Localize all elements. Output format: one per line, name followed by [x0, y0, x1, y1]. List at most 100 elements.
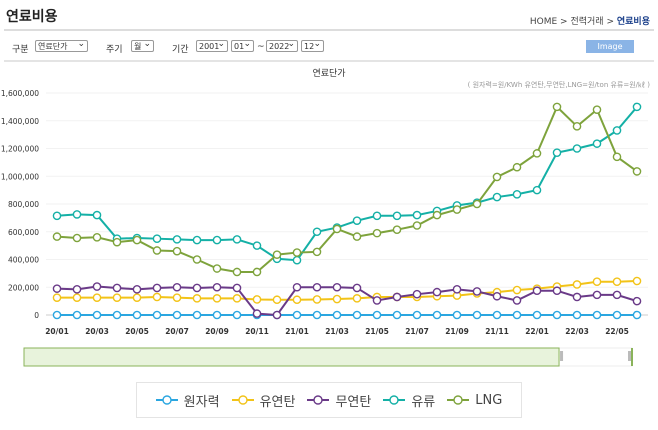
- navigator-handle-left[interactable]: [560, 351, 564, 361]
- data-point: [172, 293, 182, 302]
- data-point: [592, 139, 602, 148]
- data-point: [72, 310, 82, 320]
- data-point: [572, 310, 582, 320]
- x-tick-label: 20/07: [165, 327, 189, 336]
- data-point: [512, 189, 522, 199]
- breadcrumb-sep: >: [560, 17, 568, 27]
- data-point: [192, 235, 202, 245]
- legend-item-원자력[interactable]: 원자력: [155, 391, 220, 410]
- x-tick-label: 21/01: [285, 327, 309, 336]
- y-tick-label: 200,000: [8, 283, 39, 292]
- data-point: [152, 246, 162, 255]
- data-point: [272, 310, 282, 320]
- end-month-select[interactable]: 12: [301, 38, 324, 52]
- data-point: [312, 247, 322, 257]
- data-point: [332, 224, 342, 234]
- start-month-select[interactable]: 01: [231, 38, 254, 52]
- data-point: [352, 232, 362, 241]
- data-point: [72, 285, 82, 294]
- legend-marker-icon: [307, 395, 330, 405]
- data-point: [152, 234, 162, 243]
- data-point: [512, 310, 522, 320]
- data-point: [192, 294, 202, 303]
- legend-item-유류[interactable]: 유류: [383, 391, 435, 410]
- data-point: [452, 205, 462, 214]
- data-point: [512, 162, 522, 172]
- data-point: [352, 283, 362, 293]
- legend-label: 유연탄: [259, 394, 296, 410]
- data-point: [152, 283, 162, 293]
- data-point: [112, 283, 122, 293]
- data-point: [572, 144, 582, 153]
- navigator-selection[interactable]: [23, 347, 560, 367]
- breadcrumb-sep: >: [606, 17, 614, 27]
- legend-item-무연탄[interactable]: 무연탄: [307, 391, 371, 410]
- data-point: [312, 227, 322, 237]
- data-point: [432, 310, 442, 320]
- y-tick-label: 1,200,000: [1, 145, 39, 154]
- period-select[interactable]: 월: [131, 38, 154, 52]
- data-point: [552, 286, 562, 296]
- data-point: [432, 210, 442, 220]
- data-point: [612, 277, 622, 287]
- legend-item-LNG[interactable]: LNG: [447, 393, 502, 408]
- data-point: [632, 167, 642, 176]
- x-tick-label: 21/07: [405, 327, 429, 336]
- y-tick-label: 800,000: [8, 200, 39, 209]
- data-point: [352, 310, 362, 320]
- data-point: [412, 210, 422, 220]
- start-year-select[interactable]: 2001: [196, 38, 228, 52]
- data-point: [492, 192, 502, 202]
- data-point: [612, 310, 622, 320]
- navigator-handle-right[interactable]: [628, 351, 631, 361]
- y-tick-label: 1,000,000: [1, 172, 39, 181]
- data-point: [392, 211, 402, 221]
- data-point: [392, 225, 402, 234]
- data-point: [92, 210, 102, 220]
- data-point: [552, 310, 562, 320]
- y-tick-label: 1,400,000: [1, 117, 39, 126]
- data-point: [612, 290, 622, 300]
- data-point: [252, 309, 262, 318]
- legend-marker-icon: [155, 395, 178, 405]
- data-point: [132, 293, 142, 302]
- legend-item-유연탄[interactable]: 유연탄: [231, 391, 296, 410]
- data-point: [592, 290, 602, 300]
- data-point: [292, 255, 302, 265]
- data-point: [632, 296, 642, 306]
- y-tick-label: 0: [34, 311, 39, 320]
- breadcrumb-home[interactable]: HOME: [529, 17, 558, 27]
- breadcrumb-trading[interactable]: 전력거래: [570, 17, 604, 27]
- data-point: [532, 286, 542, 296]
- data-point: [192, 255, 202, 264]
- data-point: [432, 287, 442, 297]
- data-point: [172, 235, 182, 244]
- x-tick-label: 21/11: [485, 327, 509, 336]
- data-point: [232, 283, 242, 293]
- data-point: [72, 233, 82, 243]
- data-point: [632, 276, 642, 286]
- data-point: [52, 293, 62, 302]
- data-point: [552, 148, 562, 157]
- data-point: [132, 310, 142, 320]
- data-point: [572, 122, 582, 131]
- data-point: [172, 246, 182, 256]
- image-button[interactable]: Image: [586, 40, 634, 53]
- data-point: [632, 310, 642, 320]
- data-point: [152, 310, 162, 320]
- filter-bar: 구분 연료단가 주기 월 기간 2001 01 ~ 2022 12 Image: [4, 34, 654, 62]
- data-point: [112, 293, 122, 302]
- data-point: [372, 211, 382, 221]
- data-point: [192, 283, 202, 293]
- category-select[interactable]: 연료단가: [35, 38, 88, 52]
- x-tick-label: 21/05: [365, 327, 389, 336]
- end-year-select[interactable]: 2022: [266, 38, 298, 52]
- range-tilde: ~: [257, 42, 265, 52]
- data-point: [232, 267, 242, 277]
- series-line-유류: [56, 106, 638, 262]
- data-point: [112, 237, 122, 247]
- data-point: [452, 310, 462, 320]
- data-point: [212, 282, 222, 292]
- legend-label: LNG: [475, 392, 503, 408]
- x-tick-label: 20/01: [45, 327, 69, 336]
